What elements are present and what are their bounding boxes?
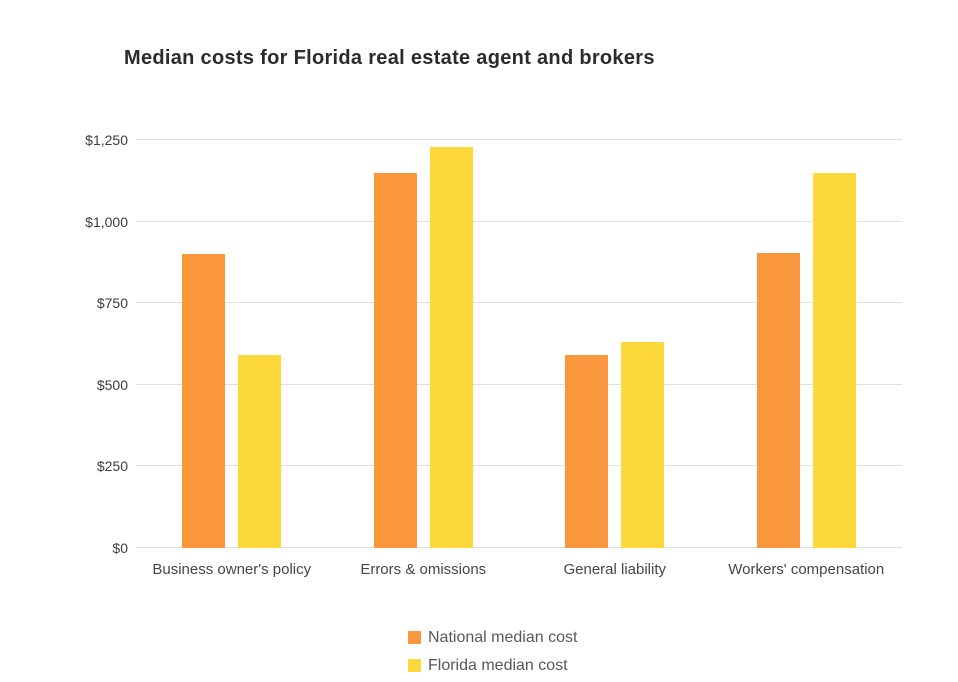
y-axis-labels: $0 $250 $500 $750 $1,000 $1,250	[0, 0, 128, 682]
y-axis-tick-label: $750	[96, 295, 128, 312]
legend: National median cost Florida median cost	[408, 627, 577, 676]
x-axis-category-label: Business owner's policy	[152, 561, 312, 578]
x-axis-category-label: General liability	[563, 561, 667, 578]
bar-national-median-cost	[182, 254, 226, 548]
bar-florida-median-cost	[812, 173, 856, 548]
y-axis-tick-label: $500	[96, 376, 128, 393]
gridline	[136, 547, 902, 548]
gridline	[136, 465, 902, 467]
legend-item: National median cost	[408, 627, 577, 648]
gridlines-layer	[136, 139, 902, 548]
legend-swatch-icon	[408, 659, 421, 672]
legend-label: National median cost	[428, 628, 578, 646]
x-axis-category-label: Workers' compensation	[728, 561, 885, 578]
chart-title: Median costs for Florida real estate age…	[124, 47, 655, 69]
x-axis-category-label: Errors & omissions	[360, 561, 487, 578]
legend-swatch-icon	[408, 631, 421, 644]
bar-national-median-cost	[565, 355, 609, 548]
y-axis-tick-label: $1,250	[85, 132, 128, 148]
gridline	[136, 383, 902, 385]
bar-group	[711, 140, 903, 548]
plot-area	[136, 139, 902, 548]
y-axis-tick-label: $0	[112, 540, 128, 556]
gridline	[136, 220, 902, 222]
bar-national-median-cost	[373, 173, 417, 548]
x-axis-labels: Business owner's policy Errors & omission…	[136, 561, 902, 578]
bar-florida-median-cost	[429, 147, 473, 548]
y-axis-tick-label: $1,000	[85, 213, 128, 230]
bar-group	[519, 140, 711, 548]
bar-group	[328, 140, 520, 548]
bar-national-median-cost	[756, 253, 800, 548]
bar-group	[136, 140, 328, 548]
gridline	[136, 302, 902, 304]
legend-item: Florida median cost	[408, 655, 577, 676]
bar-florida-median-cost	[238, 355, 282, 548]
gridline	[136, 139, 902, 140]
y-axis-tick-label: $250	[96, 458, 128, 475]
bar-florida-median-cost	[621, 342, 665, 548]
bars-layer	[136, 140, 902, 548]
legend-label: Florida median cost	[428, 656, 568, 674]
